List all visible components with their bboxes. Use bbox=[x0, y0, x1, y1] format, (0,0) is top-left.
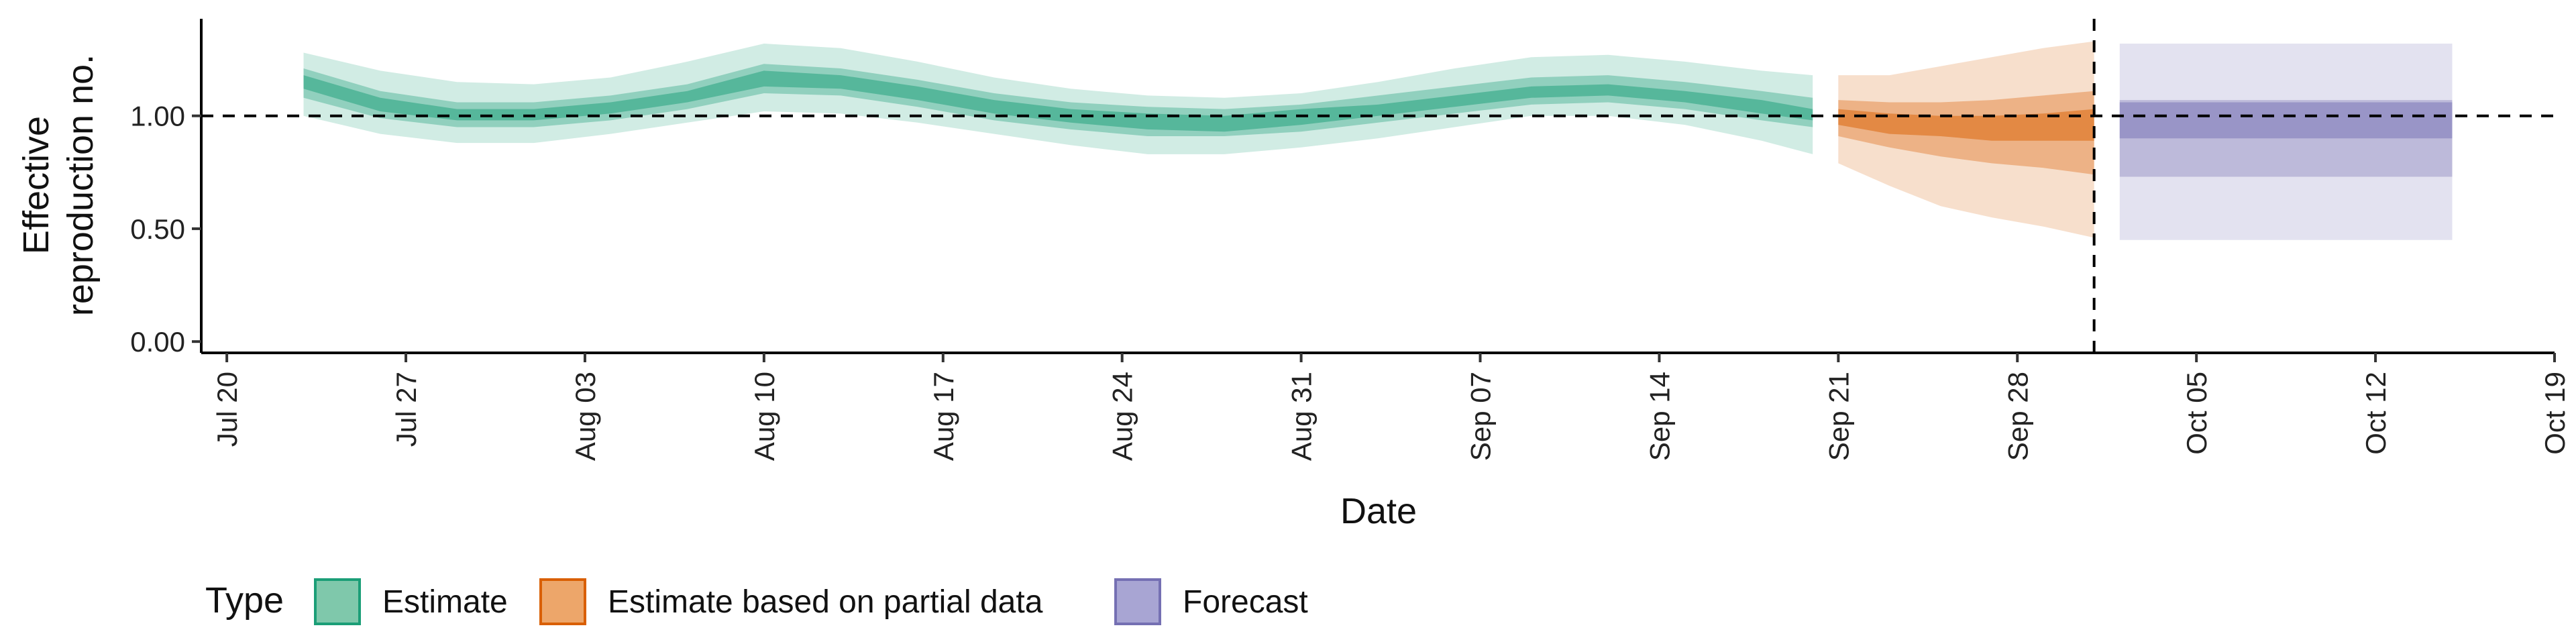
x-tick-label: Aug 03 bbox=[570, 372, 601, 461]
x-tick-label: Aug 17 bbox=[928, 372, 959, 461]
x-tick-label: Jul 27 bbox=[390, 372, 422, 447]
legend: Type Estimate Estimate based on partial d… bbox=[205, 578, 1308, 625]
legend-label: Estimate bbox=[382, 584, 508, 620]
band-estimate-90 bbox=[303, 44, 1813, 154]
legend-label: Forecast bbox=[1183, 584, 1308, 620]
x-tick-label: Aug 31 bbox=[1286, 372, 1318, 461]
legend-title: Type bbox=[205, 580, 284, 621]
x-tick-label: Sep 07 bbox=[1465, 372, 1497, 461]
x-ticks: Jul 20 Jul 27 Aug 03 Aug 10 Aug 17 Aug 24 Aug … bbox=[211, 353, 2571, 461]
x-tick-label: Oct 19 bbox=[2539, 372, 2571, 455]
y-tick-label: 0.00 bbox=[130, 326, 185, 358]
x-tick-label: Sep 28 bbox=[2002, 372, 2033, 461]
y-axis-title-line-2: reproduction no. bbox=[60, 54, 101, 316]
legend-item-forecast: Forecast bbox=[1114, 578, 1308, 625]
band-forecast-20 bbox=[2119, 102, 2453, 139]
axes: 0.00 0.50 1.00 Jul 20 Jul 27 Aug 03 Aug 10 Aug… bbox=[130, 19, 2571, 461]
legend-label: Estimate based on partial data bbox=[608, 584, 1043, 620]
y-tick-label: 1.00 bbox=[130, 101, 185, 132]
band-estimate-based-on-partial-data-90 bbox=[1838, 41, 2094, 238]
y-axis-title-line-1: Effective bbox=[16, 116, 56, 254]
band-forecast-90 bbox=[2119, 44, 2453, 240]
legend-swatch bbox=[1114, 578, 1161, 625]
x-tick-label: Jul 20 bbox=[211, 372, 243, 447]
legend-swatch bbox=[314, 578, 361, 625]
x-tick-label: Oct 12 bbox=[2360, 372, 2392, 455]
x-tick-label: Aug 10 bbox=[749, 372, 780, 461]
x-tick-label: Aug 24 bbox=[1107, 372, 1138, 461]
x-tick-label: Sep 21 bbox=[1823, 372, 1854, 461]
legend-items: Estimate Estimate based on partial data Fo… bbox=[314, 578, 1308, 625]
x-axis-title: Date bbox=[1340, 491, 1417, 531]
legend-swatch bbox=[539, 578, 586, 625]
legend-item-estimate-based-on-partial-data: Estimate based on partial data bbox=[539, 578, 1043, 625]
y-tick-label: 0.50 bbox=[130, 213, 185, 245]
credible-interval-bands bbox=[303, 41, 2453, 240]
legend-item-estimate: Estimate bbox=[314, 578, 508, 625]
reference-lines bbox=[201, 19, 2555, 353]
band-estimate-20 bbox=[303, 70, 1813, 132]
x-tick-label: Sep 14 bbox=[1644, 372, 1675, 461]
x-tick-label: Oct 05 bbox=[2181, 372, 2212, 455]
y-axis-title: Effective reproduction no. bbox=[16, 54, 101, 316]
y-ticks: 0.00 0.50 1.00 bbox=[130, 101, 201, 358]
